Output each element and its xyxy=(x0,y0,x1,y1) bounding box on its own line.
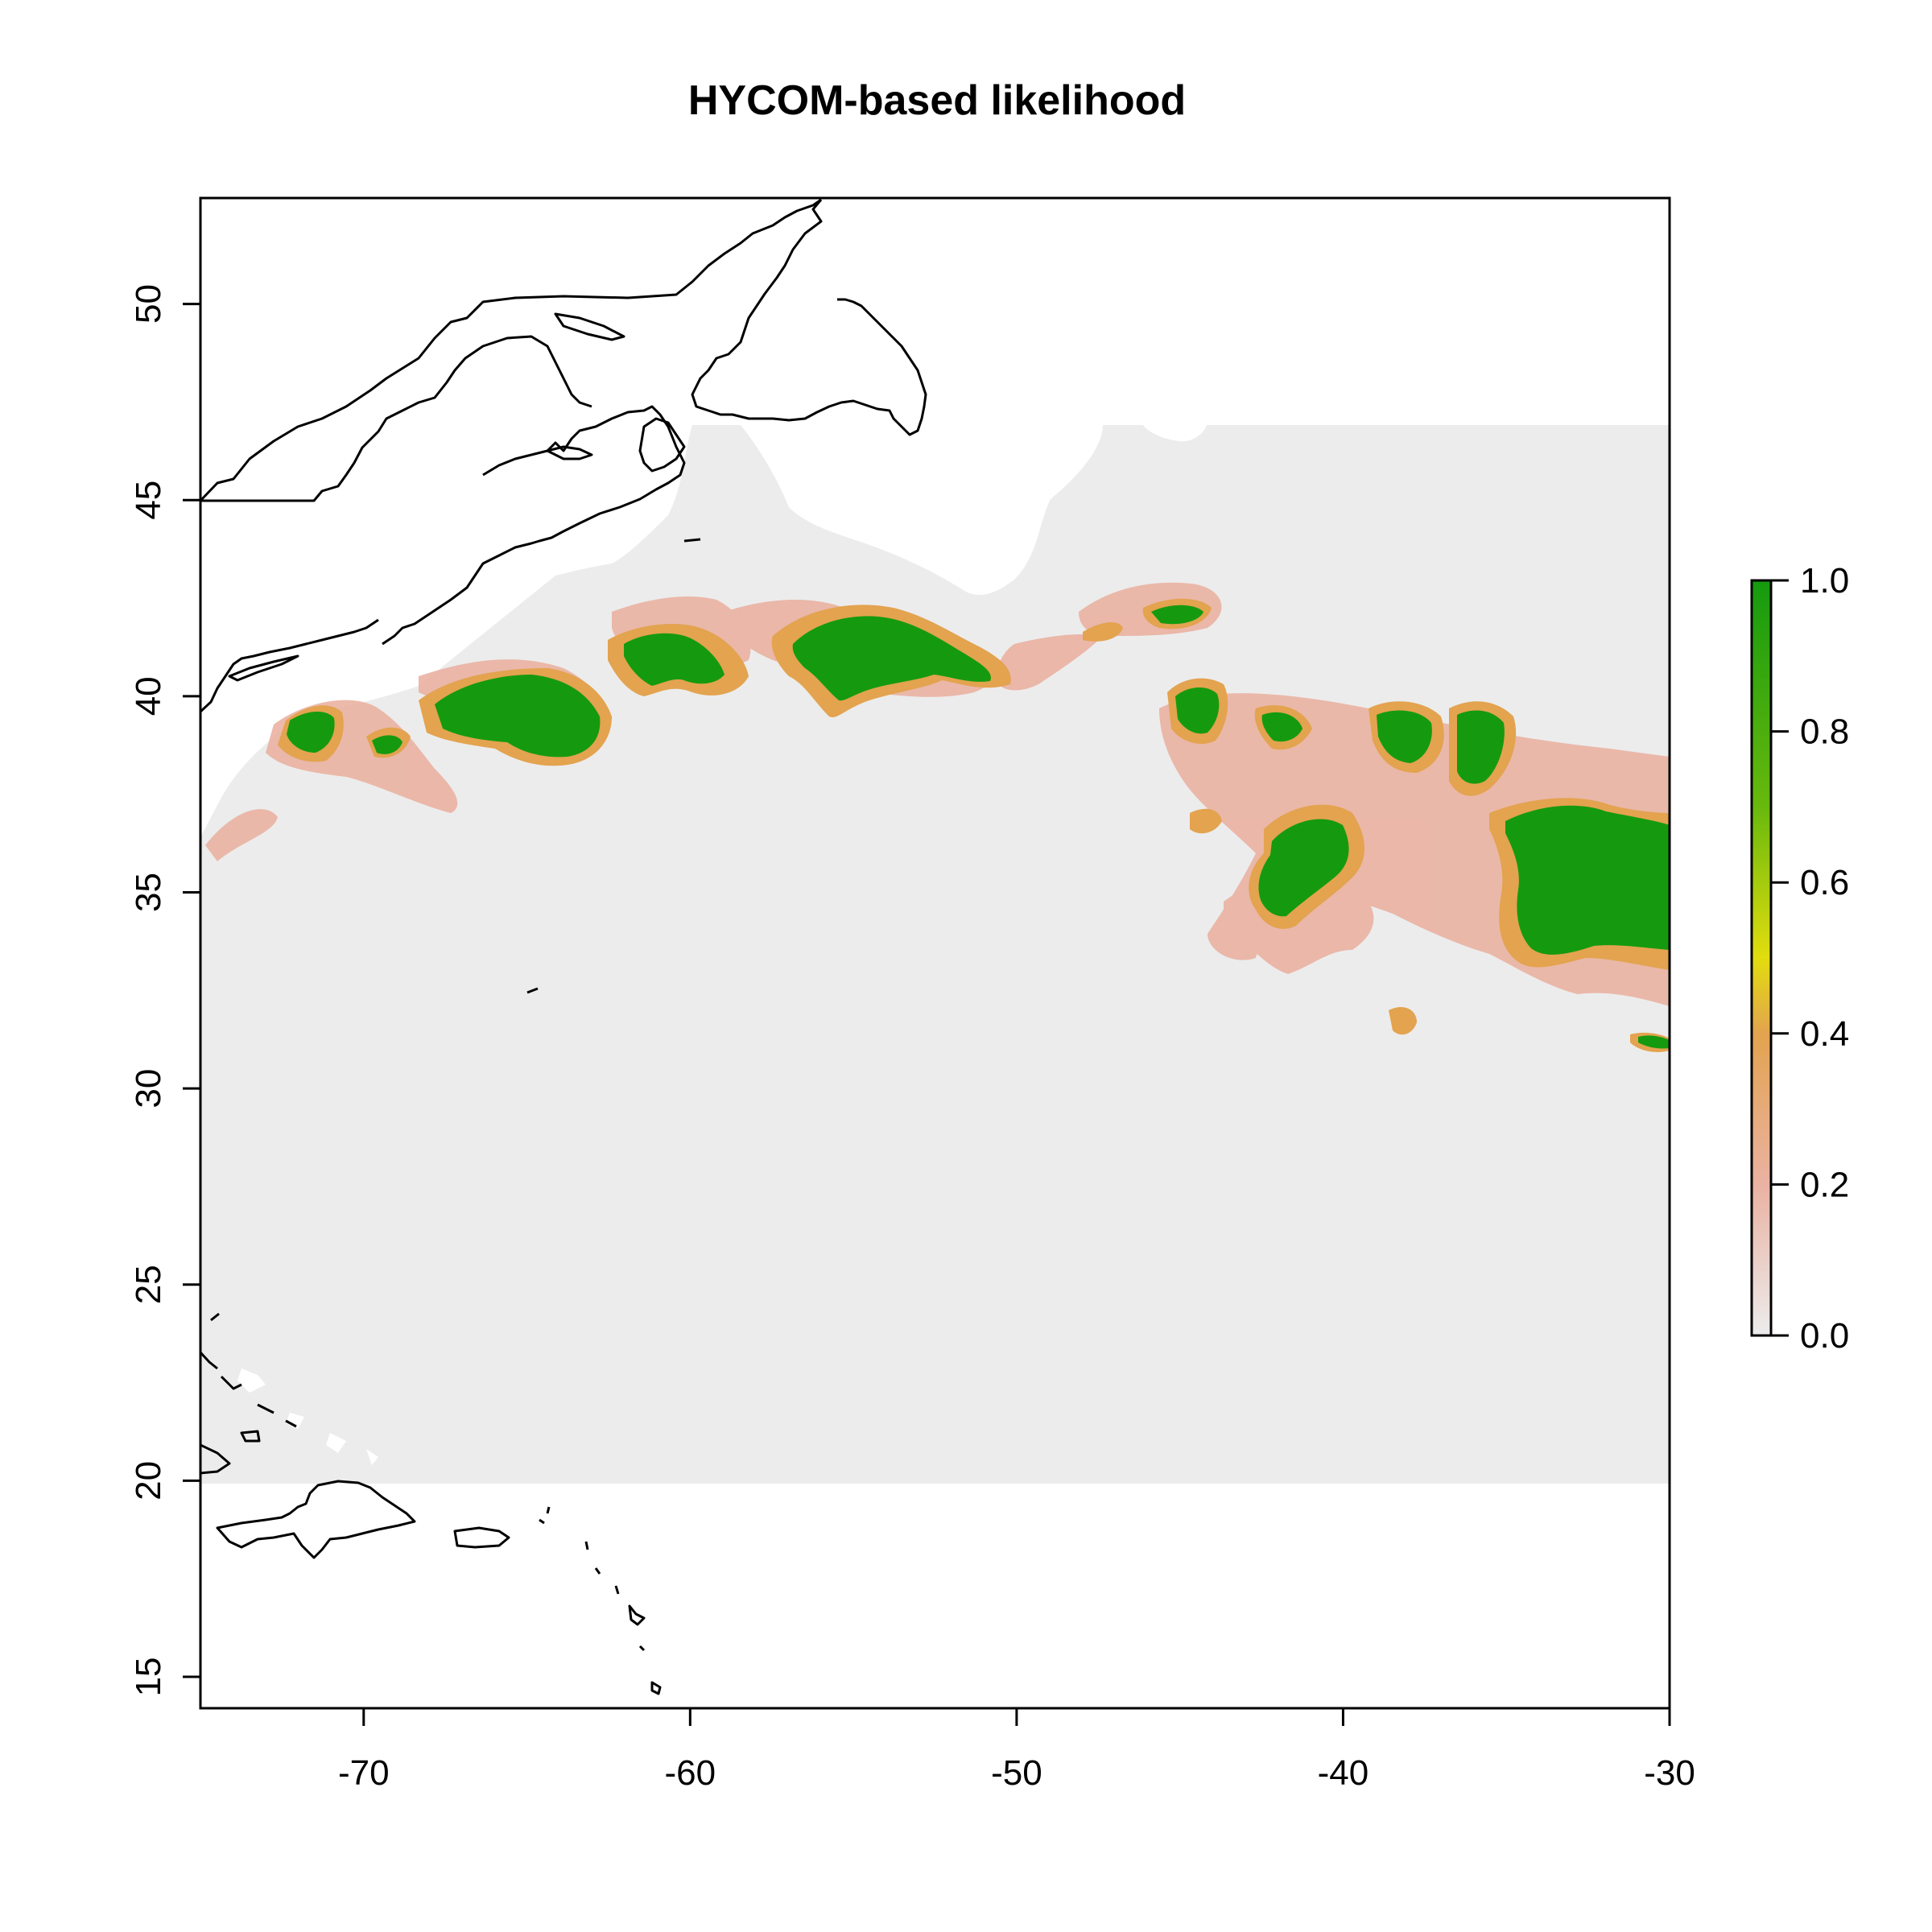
y-tick-label: 50 xyxy=(129,284,168,324)
y-tick-label: 15 xyxy=(129,1657,168,1697)
map-plot-area xyxy=(200,198,1670,1695)
y-tick-label: 20 xyxy=(129,1461,168,1501)
bermuda xyxy=(526,987,539,994)
x-tick-label: -60 xyxy=(665,1753,716,1793)
y-tick-label: 25 xyxy=(129,1265,168,1304)
bahamas-coast xyxy=(200,1312,297,1443)
colorbar: 0.0 0.2 0.4 0.6 0.8 1.0 xyxy=(1750,561,1849,1356)
x-tick-label: -50 xyxy=(991,1753,1042,1793)
cape-cod-coast xyxy=(200,618,379,713)
y-tick-label: 30 xyxy=(129,1069,168,1108)
cuba-coast xyxy=(200,1443,231,1475)
x-tick-label: -40 xyxy=(1318,1753,1369,1793)
y-tick-label: 35 xyxy=(129,873,168,912)
y-tick-label: 45 xyxy=(129,481,168,520)
raster-gap xyxy=(237,1368,378,1465)
lesser-antilles xyxy=(539,1506,662,1695)
likelihood-high xyxy=(287,605,1670,1049)
pei-coast xyxy=(546,445,593,460)
gulf-of-st-lawrence-coast xyxy=(200,335,592,502)
plot-border xyxy=(199,196,1671,1710)
north-america-coast xyxy=(200,198,822,502)
coastlines xyxy=(200,198,927,1695)
nova-scotia-coast xyxy=(382,405,686,646)
likelihood-raster xyxy=(200,425,1670,1484)
x-tick-label: -70 xyxy=(338,1753,390,1793)
x-tick-label: -30 xyxy=(1644,1753,1695,1793)
cape-breton-coast xyxy=(638,417,686,473)
colorbar-tick-label: 0.0 xyxy=(1800,1316,1849,1356)
long-island-coast xyxy=(228,654,299,682)
colorbar-tick-label: 1.0 xyxy=(1800,561,1849,601)
y-tick-label: 40 xyxy=(129,676,168,716)
sable-island xyxy=(683,538,701,543)
anticosti-island xyxy=(554,312,625,341)
hispaniola-coast xyxy=(216,1480,416,1559)
colorbar-ticks: 0.0 0.2 0.4 0.6 0.8 1.0 xyxy=(1771,561,1849,1356)
colorbar-tick-label: 0.4 xyxy=(1800,1014,1849,1054)
puerto-rico-coast xyxy=(453,1526,510,1549)
x-axis: -70 -60 -50 -40 -30 xyxy=(338,1708,1695,1793)
chart-title: HYCOM-based likelihood xyxy=(688,77,1186,124)
colorbar-tick-label: 0.6 xyxy=(1800,863,1849,902)
newfoundland-coast xyxy=(691,199,927,436)
y-axis: 15 20 25 30 35 40 45 50 xyxy=(129,284,200,1696)
colorbar-tick-label: 0.8 xyxy=(1800,712,1849,752)
colorbar-tick-label: 0.2 xyxy=(1800,1165,1849,1204)
colorbar-gradient xyxy=(1750,579,1773,1337)
